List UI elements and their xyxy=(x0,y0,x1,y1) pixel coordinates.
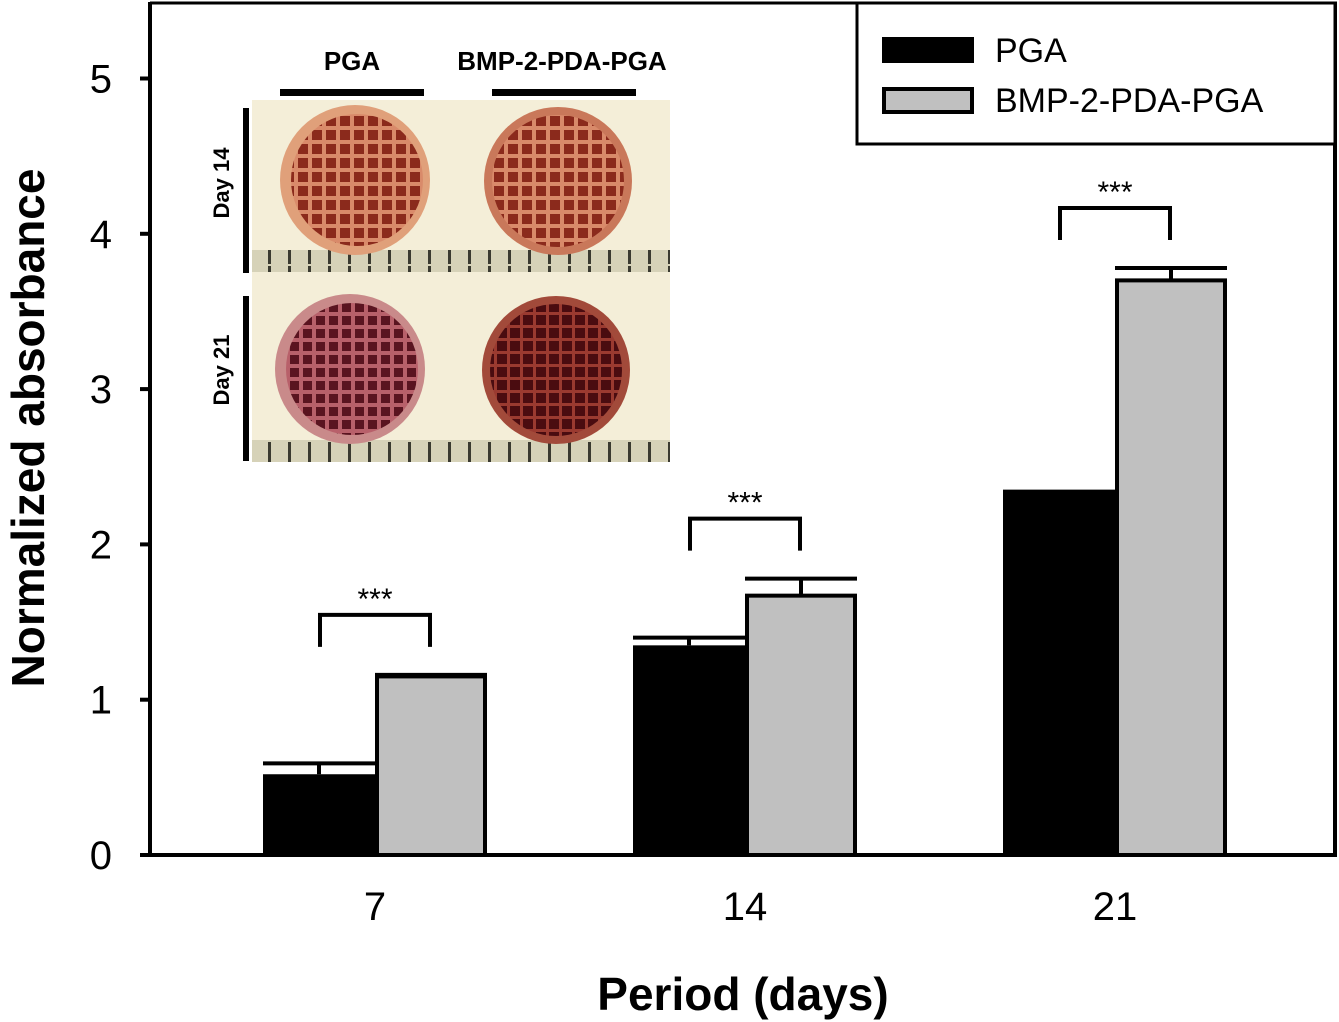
inset-row-label-day14: Day 14 xyxy=(209,147,234,219)
y-axis-title: Normalized absorbance xyxy=(2,169,54,688)
inset-row-bar-day14 xyxy=(243,108,249,273)
inset-column-label-pga: PGA xyxy=(324,46,381,76)
bar-bmp-day-14 xyxy=(745,593,857,857)
significance-annotations: *** *** *** xyxy=(318,176,1172,647)
legend-box xyxy=(855,1,1337,146)
x-tick-label: 21 xyxy=(1093,885,1138,929)
inset-column-bar-pga xyxy=(280,89,424,96)
scaffold-bmp-day14 xyxy=(484,107,632,255)
legend-swatch-pga xyxy=(882,37,974,63)
legend: PGA BMP-2-PDA-PGA xyxy=(855,1,1337,146)
y-ticks: 0 1 2 3 4 5 xyxy=(90,58,150,878)
significance-bracket xyxy=(688,516,802,551)
inset-column-bar-bmp xyxy=(492,89,636,96)
significance-bracket xyxy=(1058,205,1172,240)
ruler-day14 xyxy=(252,250,670,272)
inset-column-label-bmp: BMP-2-PDA-PGA xyxy=(457,46,667,76)
significance-label: *** xyxy=(1097,176,1132,209)
y-tick-label: 4 xyxy=(90,213,112,257)
x-tick-label: 7 xyxy=(364,885,386,929)
inset-row-label-day21: Day 21 xyxy=(209,335,234,406)
significance-label: *** xyxy=(357,583,392,616)
bar-pga-day-14 xyxy=(633,645,745,855)
y-tick-label: 0 xyxy=(90,834,112,878)
y-tick-label: 5 xyxy=(90,58,112,102)
scaffold-pga-day21 xyxy=(275,294,425,444)
x-tick-label: 14 xyxy=(723,885,768,929)
scaffold-pga-day14 xyxy=(280,105,430,255)
x-axis-title: Period (days) xyxy=(597,968,888,1020)
bar-bmp-day-21 xyxy=(1115,278,1227,857)
x-ticks: 7 14 21 xyxy=(364,885,1137,929)
inset-row-bar-day21 xyxy=(243,296,249,461)
bars xyxy=(263,265,1227,858)
bar-pga-day-7 xyxy=(263,774,375,855)
legend-swatch-bmp xyxy=(882,87,974,114)
ruler-day21 xyxy=(252,440,670,462)
legend-label-bmp: BMP-2-PDA-PGA xyxy=(995,82,1264,120)
legend-label-pga: PGA xyxy=(995,32,1067,70)
bar-bmp-day-7 xyxy=(375,674,487,858)
bar-pga-day-21 xyxy=(1003,493,1115,855)
y-tick-label: 2 xyxy=(90,523,112,567)
scaffold-bmp-day21 xyxy=(482,296,630,444)
y-tick-label: 3 xyxy=(90,368,112,412)
y-tick-label: 1 xyxy=(90,679,112,723)
significance-bracket xyxy=(318,612,432,647)
significance-label: *** xyxy=(727,487,762,520)
inset-photo: PGA BMP-2-PDA-PGA Day 14 Day 21 xyxy=(209,46,670,462)
